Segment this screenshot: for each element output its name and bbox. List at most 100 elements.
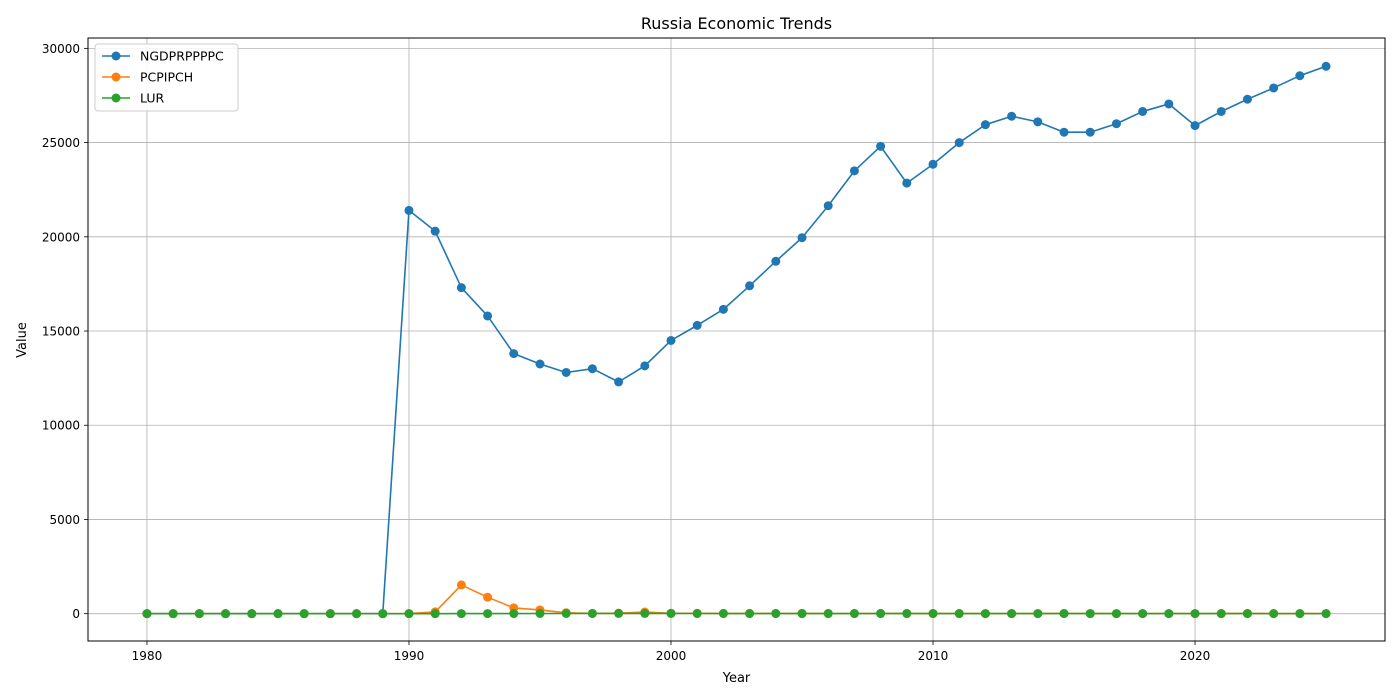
data-point-ngdprppppc: [1111, 119, 1121, 129]
data-point-lur: [168, 609, 178, 619]
data-point-ngdprppppc: [1007, 111, 1017, 121]
data-point-lur: [745, 609, 755, 619]
data-point-ngdprppppc: [640, 361, 650, 371]
data-point-ngdprppppc: [771, 256, 781, 266]
data-point-lur: [1164, 609, 1174, 619]
data-point-lur: [430, 609, 440, 619]
plot-frame: [87, 37, 1386, 642]
data-point-lur: [1269, 609, 1279, 619]
data-point-ngdprppppc: [1190, 121, 1200, 131]
data-point-lur: [1033, 609, 1043, 619]
data-point-lur: [1085, 609, 1095, 619]
data-point-ngdprppppc: [666, 335, 676, 345]
data-point-lur: [194, 609, 204, 619]
data-point-lur: [849, 609, 859, 619]
data-point-ngdprppppc: [430, 226, 440, 236]
legend-label-lur: LUR: [140, 91, 164, 106]
legend: NGDPRPPPPC PCPIPCH LUR: [94, 43, 239, 112]
data-point-lur: [666, 608, 676, 618]
x-tick-label: 1980: [132, 649, 163, 663]
data-point-ngdprppppc: [1085, 127, 1095, 137]
chart-title: Russia Economic Trends: [641, 14, 832, 33]
data-point-lur: [771, 609, 781, 619]
data-point-ngdprppppc: [614, 377, 624, 387]
data-point-ngdprppppc: [745, 281, 755, 291]
series-lur: [142, 608, 1331, 619]
y-axis-title: Value: [15, 322, 30, 358]
legend-box: [94, 43, 239, 112]
data-point-ngdprppppc: [876, 141, 886, 151]
data-point-ngdprppppc: [849, 166, 859, 176]
y-tick-label: 30000: [42, 42, 80, 56]
y-tick-label: 0: [72, 607, 80, 621]
data-point-lur: [692, 609, 702, 619]
data-point-ngdprppppc: [1269, 83, 1279, 93]
data-point-ngdprppppc: [1138, 106, 1148, 116]
data-point-lur: [561, 608, 571, 618]
data-point-lur: [1007, 609, 1017, 619]
data-point-lur: [404, 609, 414, 619]
data-point-ngdprppppc: [509, 349, 519, 359]
data-point-lur: [483, 609, 493, 619]
data-point-ngdprppppc: [902, 178, 912, 188]
legend-entry-lur: LUR: [102, 91, 164, 106]
data-point-ngdprppppc: [1059, 127, 1069, 137]
data-point-ngdprppppc: [954, 138, 964, 148]
data-point-ngdprppppc: [483, 311, 493, 321]
x-tick-label: 2000: [656, 649, 687, 663]
data-point-ngdprppppc: [797, 233, 807, 243]
data-point-ngdprppppc: [1295, 71, 1305, 81]
data-point-ngdprppppc: [456, 283, 466, 293]
data-point-lur: [1190, 609, 1200, 619]
data-point-ngdprppppc: [980, 120, 990, 130]
data-point-lur: [640, 608, 650, 618]
data-point-lur: [587, 608, 597, 618]
data-point-lur: [1242, 609, 1252, 619]
data-point-lur: [876, 609, 886, 619]
legend-entry-pcpipch: PCPIPCH: [102, 70, 193, 85]
data-point-ngdprppppc: [587, 364, 597, 374]
x-tick-label: 2010: [918, 649, 949, 663]
data-point-lur: [299, 609, 309, 619]
data-point-lur: [221, 609, 231, 619]
y-tick-label: 15000: [42, 325, 80, 339]
legend-marker-ngdprppppc: [111, 51, 121, 61]
data-point-lur: [142, 609, 152, 619]
data-point-ngdprppppc: [561, 367, 571, 377]
data-point-lur: [456, 609, 466, 619]
data-point-ngdprppppc: [823, 201, 833, 211]
y-tick-label: 25000: [42, 136, 80, 150]
data-point-ngdprppppc: [1242, 94, 1252, 104]
data-point-ngdprppppc: [1164, 99, 1174, 109]
data-point-pcpipch: [483, 592, 493, 602]
data-point-ngdprppppc: [1321, 61, 1331, 71]
data-point-ngdprppppc: [718, 304, 728, 314]
legend-label-pcpipch: PCPIPCH: [140, 70, 193, 85]
data-point-lur: [823, 609, 833, 619]
data-point-lur: [614, 608, 624, 618]
axis-ticks: 1980 1990 2000 2010 2020 0 5000 10000 15000 20000…: [42, 42, 1210, 663]
x-tick-label: 2020: [1180, 649, 1211, 663]
data-point-lur: [352, 609, 362, 619]
y-tick-label: 5000: [49, 513, 80, 527]
data-point-lur: [1059, 609, 1069, 619]
data-point-ngdprppppc: [692, 320, 702, 330]
data-point-ngdprppppc: [1216, 106, 1226, 116]
legend-marker-pcpipch: [111, 72, 121, 82]
y-tick-label: 10000: [42, 419, 80, 433]
data-point-ngdprppppc: [1033, 117, 1043, 127]
legend-entry-ngdprppppc: NGDPRPPPPC: [102, 49, 224, 64]
x-tick-label: 1990: [394, 649, 425, 663]
data-point-lur: [797, 609, 807, 619]
data-point-lur: [1216, 609, 1226, 619]
legend-label-ngdprppppc: NGDPRPPPPC: [140, 49, 224, 64]
data-point-lur: [1321, 609, 1331, 619]
series-group: [142, 61, 1331, 619]
data-point-lur: [1111, 609, 1121, 619]
x-axis-title: Year: [722, 671, 751, 686]
data-point-lur: [273, 609, 283, 619]
data-point-lur: [954, 609, 964, 619]
data-point-pcpipch: [456, 580, 466, 590]
